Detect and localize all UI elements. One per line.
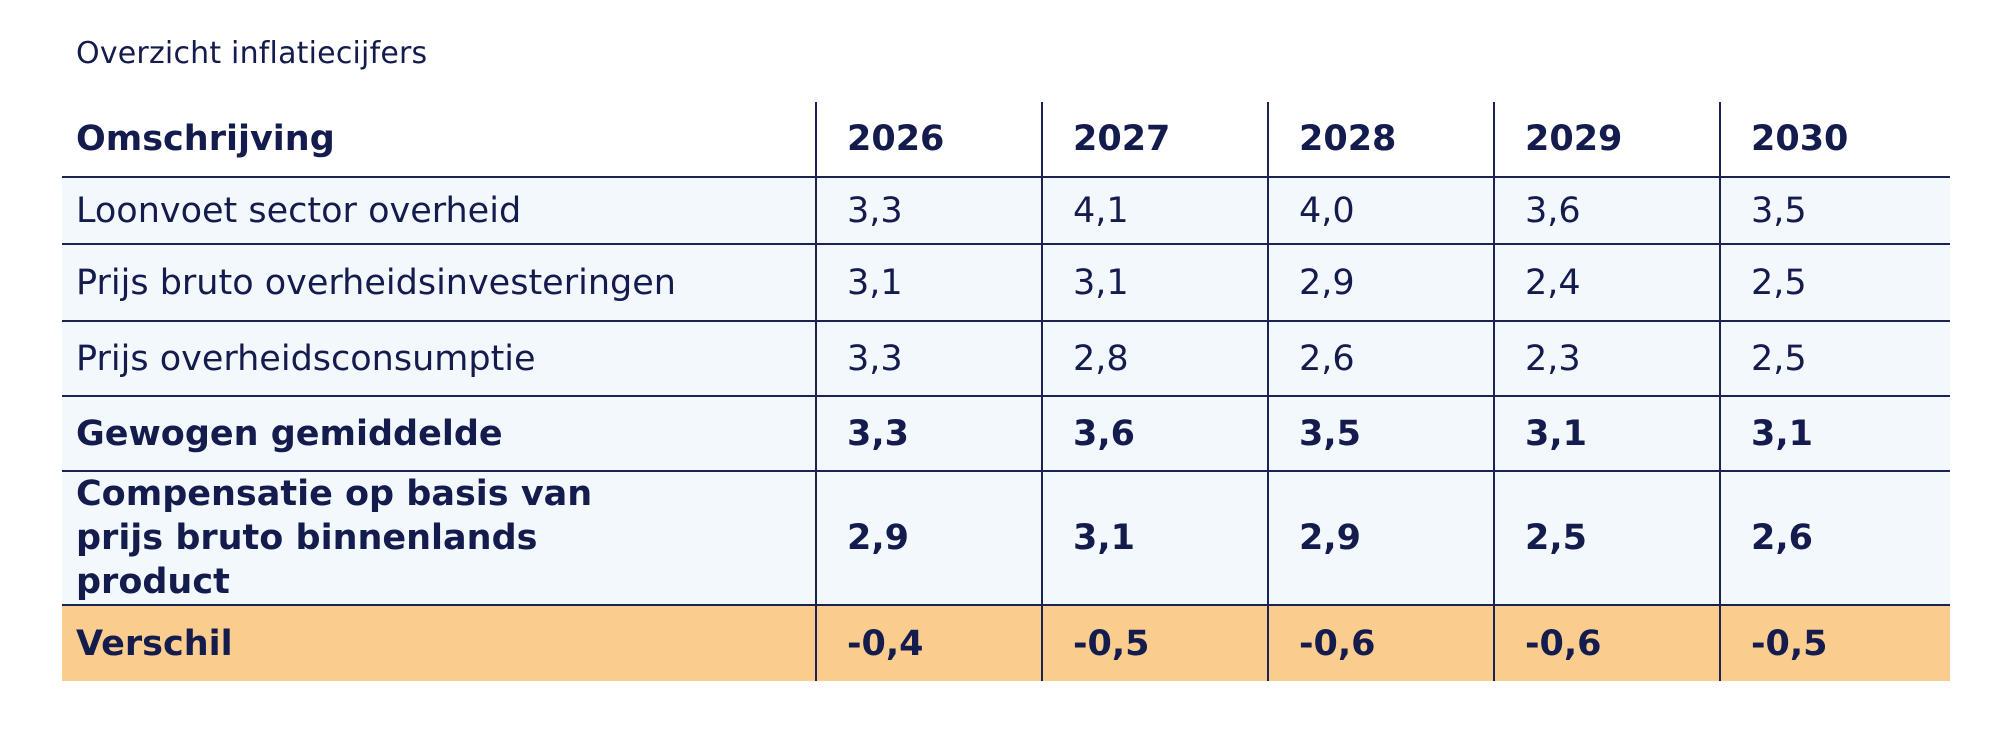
cell-value: 2,9 [815, 471, 1042, 606]
cell-value: 2,8 [1041, 321, 1268, 397]
row-label: Compensatie op basis van prijs bruto bin… [62, 471, 816, 606]
cell-value: 3,1 [1041, 244, 1268, 322]
row-label: Gewogen gemiddelde [62, 396, 816, 472]
cell-value: 3,1 [1493, 396, 1720, 472]
cell-value: 2,6 [1267, 321, 1494, 397]
inflation-table: Omschrijving 2026 2027 2028 2029 2030 Lo… [62, 102, 1950, 681]
cell-value: 3,6 [1493, 177, 1720, 245]
column-header-2029: 2029 [1493, 102, 1720, 178]
table-row-prijs-consumptie: Prijs overheidsconsumptie 3,3 2,8 2,6 2,… [62, 321, 1950, 397]
cell-value: 3,3 [815, 321, 1042, 397]
row-label: Prijs overheidsconsumptie [62, 321, 816, 397]
cell-value: 3,1 [1719, 396, 1950, 472]
cell-value: 3,1 [1041, 471, 1268, 606]
cell-value: -0,6 [1267, 605, 1494, 681]
cell-value: 3,5 [1719, 177, 1950, 245]
cell-value: -0,4 [815, 605, 1042, 681]
cell-value: 3,3 [815, 396, 1042, 472]
row-label: Verschil [62, 605, 816, 681]
cell-value: 2,9 [1267, 244, 1494, 322]
table-row-compensatie: Compensatie op basis van prijs bruto bin… [62, 471, 1950, 606]
table-row-loonvoet: Loonvoet sector overheid 3,3 4,1 4,0 3,6… [62, 177, 1950, 245]
cell-value: 2,5 [1719, 321, 1950, 397]
row-label-text: Compensatie op basis van prijs bruto bin… [76, 474, 593, 602]
column-header-2027: 2027 [1041, 102, 1268, 178]
table-row-gewogen-gemiddelde: Gewogen gemiddelde 3,3 3,6 3,5 3,1 3,1 [62, 396, 1950, 472]
cell-value: 2,6 [1719, 471, 1950, 606]
column-header-2028: 2028 [1267, 102, 1494, 178]
cell-value: -0,5 [1041, 605, 1268, 681]
cell-value: 2,3 [1493, 321, 1720, 397]
cell-value: 2,5 [1719, 244, 1950, 322]
cell-value: 3,6 [1041, 396, 1268, 472]
table-row-prijs-investeringen: Prijs bruto overheidsinvesteringen 3,1 3… [62, 244, 1950, 322]
cell-value: -0,6 [1493, 605, 1720, 681]
cell-value: 2,4 [1493, 244, 1720, 322]
cell-value: 4,1 [1041, 177, 1268, 245]
cell-value: 3,1 [815, 244, 1042, 322]
row-label: Loonvoet sector overheid [62, 177, 816, 245]
cell-value: 4,0 [1267, 177, 1494, 245]
row-label: Prijs bruto overheidsinvesteringen [62, 244, 816, 322]
cell-value: 3,5 [1267, 396, 1494, 472]
cell-value: 2,9 [1267, 471, 1494, 606]
column-header-2026: 2026 [815, 102, 1042, 178]
cell-value: 2,5 [1493, 471, 1720, 606]
column-header-description: Omschrijving [62, 102, 816, 178]
cell-value: 3,3 [815, 177, 1042, 245]
cell-value: -0,5 [1719, 605, 1950, 681]
table-caption: Overzicht inflatiecijfers [76, 36, 428, 71]
table-row-verschil: Verschil -0,4 -0,5 -0,6 -0,6 -0,5 [62, 605, 1950, 681]
header-row: Omschrijving 2026 2027 2028 2029 2030 [62, 102, 1950, 178]
column-header-2030: 2030 [1719, 102, 1950, 178]
